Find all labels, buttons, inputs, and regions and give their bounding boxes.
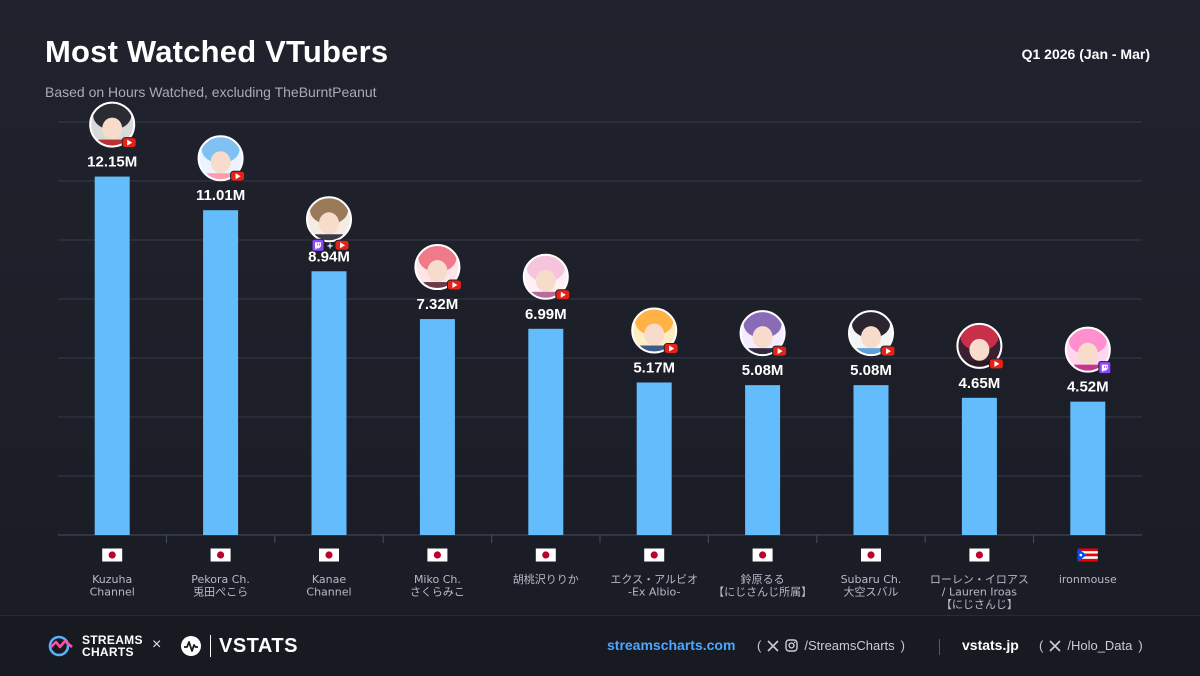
bar xyxy=(203,210,239,535)
youtube-icon xyxy=(555,289,571,301)
vstats-divider xyxy=(210,635,211,657)
avatar[interactable] xyxy=(956,322,1004,371)
avatar[interactable] xyxy=(1064,326,1112,375)
vstats-logo[interactable]: VSTATS xyxy=(180,616,298,676)
twitch-icon xyxy=(311,238,325,252)
category-label: Kuzuha xyxy=(92,573,132,586)
bar xyxy=(528,328,564,535)
bar-value-label: 8.94M xyxy=(308,248,350,265)
category-label: ironmouse xyxy=(1059,573,1117,586)
bar xyxy=(1070,401,1106,535)
avatar[interactable]: + xyxy=(306,196,352,252)
japan-flag-icon xyxy=(644,548,665,562)
avatar[interactable] xyxy=(848,310,896,358)
streamscharts-word-1: STREAMS xyxy=(82,633,143,647)
category-label: Channel xyxy=(90,586,135,599)
category-label: Miko Ch. xyxy=(414,573,461,586)
bar xyxy=(94,176,130,535)
bar-value-label: 11.01M xyxy=(196,187,245,204)
streamscharts-social[interactable]: ( /StreamsCharts ) xyxy=(757,638,905,653)
vstats-site-link[interactable]: vstats.jp xyxy=(962,637,1019,653)
japan-flag-icon xyxy=(535,548,556,562)
paren-open: ( xyxy=(757,638,762,653)
youtube-icon xyxy=(772,345,788,357)
bar xyxy=(419,319,455,535)
streamscharts-word-2: CHARTS xyxy=(82,645,134,659)
category-label: 胡桃沢りりか xyxy=(513,572,579,586)
category-label: 【にじさんじ】 xyxy=(941,598,1018,611)
avatar[interactable] xyxy=(414,244,462,292)
footer: STREAMS CHARTS × VSTATS streamscharts.co… xyxy=(0,615,1200,676)
category-label: 【にじさんじ所属】 xyxy=(713,586,812,599)
bar-value-label: 4.65M xyxy=(959,375,1001,392)
period-label: Q1 2026 (Jan - Mar) xyxy=(1021,46,1150,62)
category-label: Pekora Ch. xyxy=(191,573,250,586)
platform-plus: + xyxy=(327,241,333,252)
streamscharts-handle: /StreamsCharts xyxy=(804,638,895,653)
footer-divider xyxy=(939,639,940,655)
japan-flag-icon xyxy=(969,548,990,562)
streamscharts-logo[interactable]: STREAMS CHARTS xyxy=(48,616,143,676)
x-icon xyxy=(767,639,779,652)
chart-title: Most Watched VTubers xyxy=(45,34,389,69)
japan-flag-icon xyxy=(427,548,448,562)
twitch-icon xyxy=(1098,361,1112,375)
bar xyxy=(745,385,781,535)
japan-flag-icon xyxy=(861,548,881,562)
bar-value-label: 4.52M xyxy=(1067,379,1109,396)
category-label: Kanae xyxy=(312,573,346,586)
vstats-logo-icon xyxy=(181,636,201,656)
vstats-handle: /Holo_Data xyxy=(1067,638,1133,653)
paren-open: ( xyxy=(1039,638,1044,653)
bar xyxy=(636,382,672,535)
bar xyxy=(961,397,997,535)
vstats-social[interactable]: ( /Holo_Data ) xyxy=(1039,638,1143,653)
category-label: 兎田ぺこら xyxy=(193,586,248,599)
avatar[interactable] xyxy=(631,307,679,355)
youtube-icon xyxy=(663,342,679,354)
bar-value-label: 5.08M xyxy=(742,362,784,379)
youtube-icon xyxy=(446,279,462,291)
category-label: さくらみこ xyxy=(410,586,465,599)
avatar[interactable] xyxy=(197,135,246,183)
japan-flag-icon xyxy=(210,548,231,562)
japan-flag-icon xyxy=(752,548,773,562)
paren-close: ) xyxy=(900,638,905,653)
chart-subtitle: Based on Hours Watched, excluding TheBur… xyxy=(45,84,377,100)
bar-value-label: 5.17M xyxy=(633,359,675,376)
streamscharts-logo-icon xyxy=(48,635,73,657)
collab-times: × xyxy=(152,636,162,653)
category-label: 鈴原るる xyxy=(741,572,785,586)
category-label: ローレン・イロアス xyxy=(930,573,1029,586)
avatar[interactable] xyxy=(89,101,137,150)
bar xyxy=(311,271,347,535)
youtube-icon xyxy=(230,170,246,182)
streamscharts-site-link[interactable]: streamscharts.com xyxy=(607,637,736,653)
bar-value-label: 12.15M xyxy=(87,154,137,171)
category-label: -Ex Albio- xyxy=(628,586,680,599)
youtube-icon xyxy=(988,358,1004,370)
vstats-wordmark: VSTATS xyxy=(219,634,298,657)
avatar[interactable] xyxy=(522,253,571,302)
puerto-rico-flag-icon xyxy=(1077,548,1098,562)
youtube-icon xyxy=(334,239,350,251)
category-label: / Lauren Iroas xyxy=(942,586,1018,599)
bar-value-label: 5.08M xyxy=(850,362,892,379)
bar xyxy=(853,385,889,535)
category-label: Channel xyxy=(306,586,351,599)
bar-value-label: 6.99M xyxy=(525,306,567,323)
x-icon xyxy=(1049,639,1061,652)
avatar[interactable] xyxy=(739,310,788,358)
japan-flag-icon xyxy=(319,548,339,562)
bar-value-label: 7.32M xyxy=(417,296,459,313)
category-label: Subaru Ch. xyxy=(841,573,902,586)
instagram-icon xyxy=(785,639,799,652)
category-label: 大空スバル xyxy=(844,585,899,599)
paren-close: ) xyxy=(1138,638,1143,653)
youtube-icon xyxy=(880,345,896,357)
youtube-icon xyxy=(121,137,137,149)
japan-flag-icon xyxy=(102,548,123,562)
category-label: エクス・アルビオ xyxy=(610,573,698,586)
